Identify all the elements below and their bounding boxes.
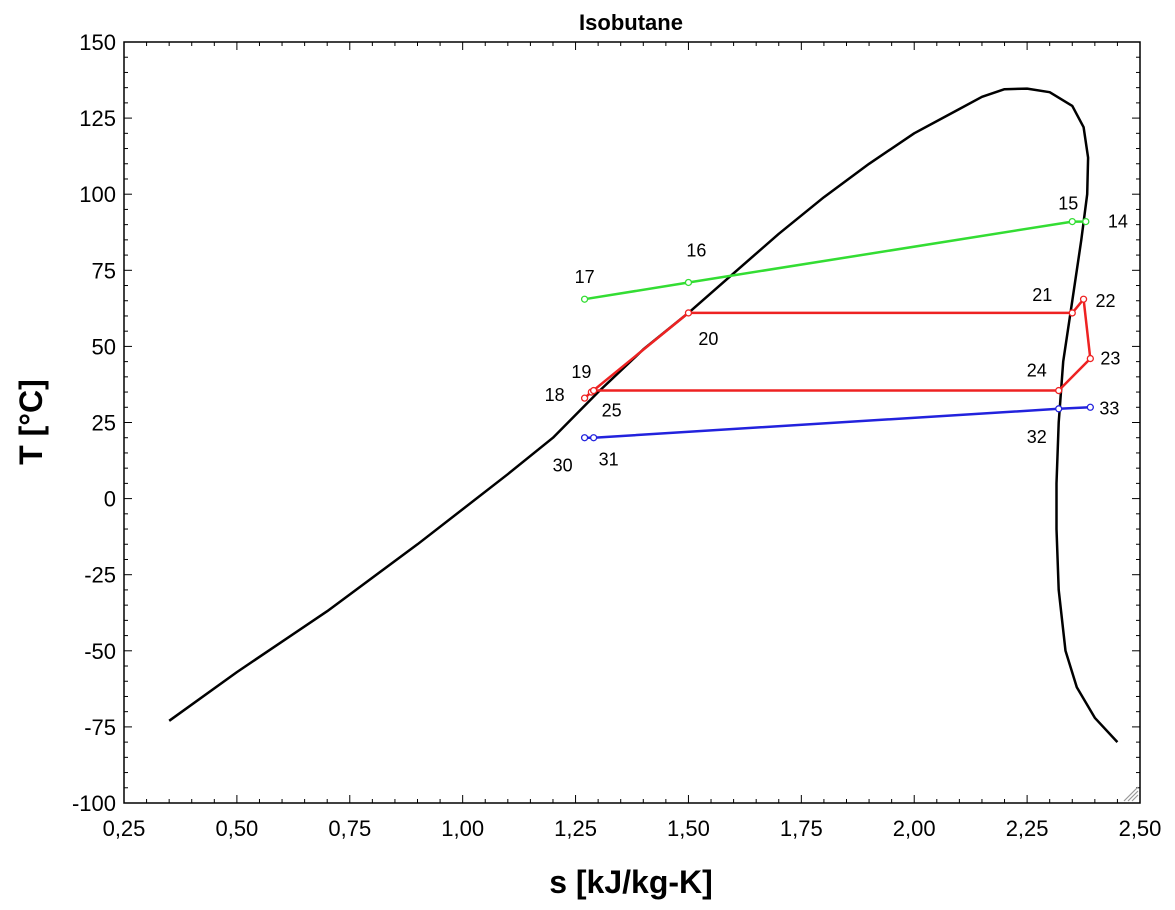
state-point-label: 18 (545, 385, 565, 405)
state-point-marker (580, 434, 589, 442)
y-tick-label: -75 (84, 715, 116, 740)
state-point-label: 31 (599, 450, 619, 470)
y-tick-label: -100 (72, 791, 116, 816)
x-tick-label: 0,75 (328, 816, 371, 841)
plot-frame (123, 41, 1141, 804)
plot-area (168, 87, 1119, 743)
state-point-label: 25 (602, 401, 622, 421)
y-tick-label: -25 (84, 563, 116, 588)
x-tick-label: 1,00 (441, 816, 484, 841)
y-tick-label: 75 (92, 258, 116, 283)
state-point-marker (580, 295, 589, 303)
x-tick-label: 1,50 (667, 816, 710, 841)
state-point-marker (1068, 309, 1076, 317)
state-point-marker (1086, 403, 1094, 411)
state-point-label: 21 (1032, 285, 1052, 305)
y-tick-label: 0 (104, 487, 116, 512)
y-tick-label: 125 (79, 106, 116, 131)
x-tick-label: 1,75 (780, 816, 823, 841)
state-point-marker (1086, 354, 1094, 363)
state-point-label: 24 (1027, 361, 1047, 381)
state-point-label: 19 (571, 362, 591, 382)
point-labels: 14 15 16 17 18 19 20 21 22 23 24 25 30 31 32 33 (545, 194, 1128, 476)
state-point-label: 22 (1096, 291, 1116, 311)
state-point-marker (1079, 295, 1088, 303)
state-point-label: 33 (1099, 398, 1119, 418)
state-point-label: 14 (1108, 212, 1128, 232)
chart-title: Isobutane (579, 10, 683, 35)
state-point-label: 15 (1058, 194, 1078, 214)
state-point-marker (1055, 386, 1063, 395)
y-tick-label: 150 (79, 30, 116, 55)
cycle-line (583, 297, 1092, 400)
y-tick-label: 100 (79, 182, 116, 207)
state-point-marker (589, 434, 598, 442)
state-point-label: 20 (698, 329, 718, 349)
y-axis-label: T [°C] (13, 379, 49, 465)
state-point-marker (1055, 405, 1063, 413)
state-point-marker (589, 386, 598, 395)
x-tick-label: 2,25 (1006, 816, 1049, 841)
state-point-marker (1068, 217, 1076, 226)
y-tick-label: 25 (92, 411, 116, 436)
x-tick-label: 2,00 (893, 816, 936, 841)
state-point-marker (684, 309, 693, 317)
y-axis: -100 -75 -50 -25 0 25 50 75 100 125 150 (72, 30, 1140, 816)
state-point-label: 32 (1027, 427, 1047, 447)
x-tick-label: 0,50 (215, 816, 258, 841)
state-point-marker (1082, 217, 1090, 226)
x-axis: 0,25 0,50 0,75 1,00 1,25 1,50 1,75 2,00 2,25 2,50 (103, 42, 1162, 841)
y-tick-label: 50 (92, 334, 116, 359)
x-tick-label: 2,50 (1119, 816, 1162, 841)
saturation-dome-line (168, 87, 1119, 743)
state-point-label: 23 (1100, 349, 1120, 369)
resize-grip-icon[interactable] (1123, 786, 1139, 802)
state-point-marker (684, 278, 693, 287)
state-point-label: 16 (686, 240, 706, 260)
cycle-line (584, 220, 1086, 301)
y-tick-label: -50 (84, 639, 116, 664)
state-point-marker (580, 394, 589, 402)
state-point-label: 30 (553, 456, 573, 476)
x-tick-label: 1,25 (554, 816, 597, 841)
x-tick-label: 0,25 (103, 816, 146, 841)
cycle-line (584, 406, 1091, 439)
state-point-label: 17 (575, 267, 595, 287)
x-axis-label: s [kJ/kg-K] (549, 864, 713, 900)
